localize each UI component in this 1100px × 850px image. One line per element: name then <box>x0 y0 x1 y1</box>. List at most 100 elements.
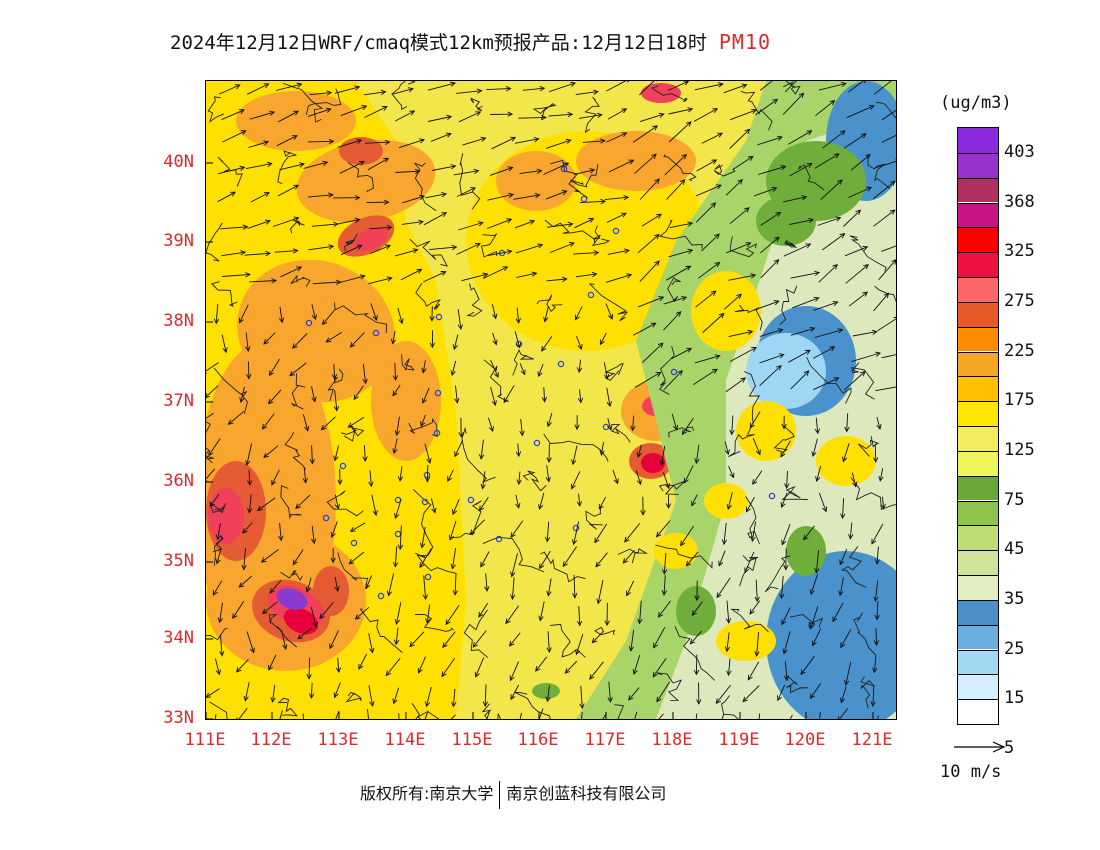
wind-arrow-icon <box>693 108 719 122</box>
wind-arrow-shaft <box>547 685 550 702</box>
wind-arrow-shaft <box>236 658 249 673</box>
wind-arrow-shaft <box>486 711 490 719</box>
county-border <box>512 349 534 376</box>
wind-arrow-shaft <box>639 81 655 96</box>
wind-arrow-shaft <box>873 180 896 199</box>
wind-arrow-icon <box>628 687 640 701</box>
wind-arrow-shaft <box>548 82 576 93</box>
wind-arrow-head <box>249 647 255 654</box>
wind-arrow-icon <box>546 138 572 149</box>
wind-arrow-shaft <box>578 114 602 119</box>
wind-arrow-icon <box>780 440 791 458</box>
wind-arrow-shaft <box>398 139 425 149</box>
wind-arrow-head <box>653 233 660 240</box>
wind-arrow-icon <box>668 248 694 258</box>
county-border <box>391 81 416 111</box>
wind-arrow-icon <box>571 521 580 546</box>
wind-arrow-shaft <box>693 108 718 122</box>
wind-arrow-icon <box>758 165 787 175</box>
wind-arrow-icon <box>289 362 307 377</box>
wind-arrow-icon <box>427 81 456 91</box>
wind-arrow-shaft <box>639 178 660 200</box>
wind-arrow-head <box>837 716 843 719</box>
county-border <box>650 85 688 103</box>
wind-arrow-shaft <box>607 249 630 255</box>
wind-arrow-shaft <box>637 444 642 458</box>
wind-arrow-shaft <box>848 291 868 307</box>
wind-arrow-head <box>386 276 393 282</box>
wind-arrow-shaft <box>715 684 732 704</box>
concentration-area <box>236 91 356 151</box>
wind-arrow-icon <box>364 139 391 145</box>
wind-arrow-shaft <box>491 304 497 319</box>
wind-arrow-shaft <box>348 416 365 428</box>
wind-arrow-icon <box>457 309 464 330</box>
wind-arrow-shaft <box>261 549 279 563</box>
wind-arrow-shaft <box>393 438 398 454</box>
wind-arrow-icon <box>429 330 436 349</box>
wind-arrow-icon <box>749 600 761 615</box>
wind-arrow-head <box>833 153 840 159</box>
wind-arrow-icon <box>516 471 522 486</box>
wind-arrow-shaft <box>701 233 720 252</box>
wind-arrow-icon <box>754 579 760 603</box>
wind-arrow-head <box>724 646 731 653</box>
county-border <box>461 426 496 483</box>
wind-arrow-shaft <box>780 576 784 599</box>
wind-arrow-head <box>844 426 850 433</box>
wind-arrow-shaft <box>249 111 275 120</box>
wind-arrow-head <box>488 425 494 432</box>
wind-arrow-icon <box>537 363 544 378</box>
wind-arrow-shaft <box>810 682 822 699</box>
wind-arrow-shaft <box>219 602 223 623</box>
wind-arrow-head <box>397 476 404 482</box>
wind-arrow-shaft <box>749 411 761 428</box>
wind-arrow-head <box>563 162 570 168</box>
wind-arrow-head <box>636 451 642 458</box>
wind-arrow-shaft <box>603 362 608 379</box>
wind-arrow-icon <box>442 631 456 649</box>
wind-arrow-shaft <box>817 217 841 226</box>
county-border <box>334 302 388 334</box>
wind-arrow-shaft <box>209 494 220 507</box>
county-border <box>549 623 586 658</box>
wind-arrow-head <box>714 233 720 240</box>
wind-arrow-shaft <box>310 606 317 628</box>
wind-arrow-head <box>546 590 552 597</box>
wind-arrow-icon <box>472 630 487 648</box>
county-border <box>853 612 877 656</box>
wind-arrow-icon <box>367 157 390 171</box>
lat-label-33N: 33N <box>163 708 194 728</box>
wind-arrow-icon <box>661 552 668 575</box>
wind-arrow-icon <box>349 522 366 532</box>
wind-arrow-icon <box>448 520 457 541</box>
wind-arrow-head <box>747 674 753 681</box>
wind-arrow-head <box>873 596 879 603</box>
wind-arrow-icon <box>246 83 270 95</box>
wind-arrow-head <box>297 634 304 640</box>
wind-arrow-head <box>470 187 476 193</box>
wind-arrow-icon <box>227 410 245 425</box>
wind-arrow-shaft <box>430 498 436 513</box>
wind-arrow-icon <box>330 548 336 564</box>
wind-arrow-icon <box>334 85 361 94</box>
wind-arrow-shaft <box>510 520 524 538</box>
wind-arrow-shaft <box>280 266 302 278</box>
wind-arrow-icon <box>441 657 455 678</box>
wind-arrow-head <box>333 455 339 462</box>
wind-arrow-shaft <box>257 497 276 511</box>
wind-arrow-head <box>599 339 605 346</box>
wind-arrow-icon <box>398 138 425 149</box>
wind-arrow-icon <box>844 413 850 433</box>
wind-arrow-icon <box>489 166 514 176</box>
wind-arrow-shaft <box>606 212 627 223</box>
wind-arrow-head <box>372 510 378 517</box>
wind-arrow-head <box>267 398 274 405</box>
wind-arrow-head <box>812 640 817 647</box>
wind-arrow-icon <box>783 548 789 571</box>
wind-arrow-head <box>599 450 605 457</box>
wind-arrow-head <box>890 180 896 186</box>
wind-arrow-icon <box>874 158 896 169</box>
wind-arrow-head <box>268 664 273 671</box>
county-border <box>875 101 896 119</box>
